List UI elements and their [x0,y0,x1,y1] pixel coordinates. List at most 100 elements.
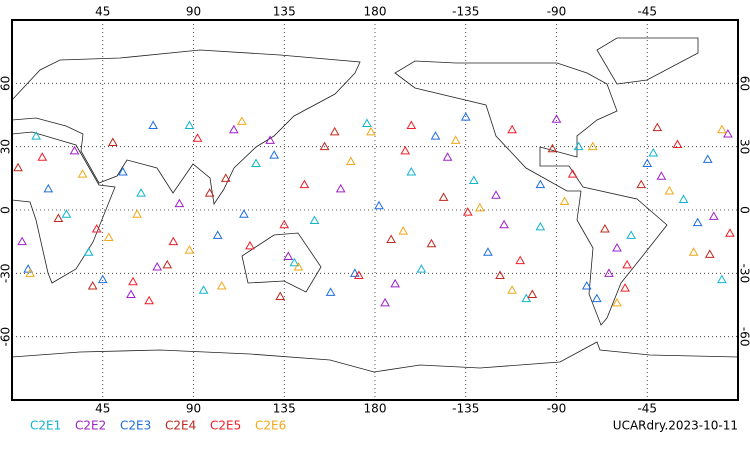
occultation-marker [462,207,473,216]
marks [13,112,735,307]
occultation-marker [688,247,699,256]
x-tick-label-bottom: -135 [452,402,479,416]
occultation-marker [567,169,578,178]
occultation-marker [366,126,376,136]
occultation-marker [13,162,23,172]
occultation-marker [725,228,735,237]
occultation-marker [349,268,360,277]
x-tick-label-bottom: 45 [95,402,110,416]
occultation-marker [136,188,146,197]
occultation-marker [495,270,505,279]
occultation-marker [708,211,719,220]
occultation-marker [31,131,42,140]
legend-entry: C2E2 [75,419,106,433]
occultation-marker [521,293,532,303]
occultation-marker [77,169,88,178]
occultation-marker [573,141,584,151]
occultation-marker [128,276,138,286]
occultation-marker [604,268,614,277]
coast-australia [241,232,322,293]
occultation-marker [174,198,185,208]
occultation-marker [406,166,417,176]
occultation-marker [551,114,562,123]
occultation-marker [507,285,517,294]
occultation-marker [717,124,727,134]
occultation-marker [237,116,247,125]
occultation-marker [220,173,231,182]
occultation-marker [335,183,346,193]
occultation-marker [61,209,72,218]
x-tick-label-bottom: 135 [273,402,296,416]
occultation-marker [43,183,54,193]
y-tick-label-right: 30 [738,139,750,154]
occultation-marker [118,166,128,176]
occultation-marker [475,202,485,212]
x-tick-label-top: -45 [637,5,657,19]
map-frame [11,19,739,401]
occultation-marker [678,194,689,203]
occultation-marker [442,152,453,161]
y-tick-label-left: 30 [0,139,13,154]
occultation-marker [626,230,636,239]
occultation-marker [91,223,102,233]
legend-entry: C2E4 [165,419,196,433]
occultation-marker [239,209,249,218]
caption: UCARdry.2023-10-11 [613,419,738,433]
y-tick-label-right: -30 [738,264,750,284]
y-tick-label-left: 60 [0,76,13,91]
occultation-marker [345,156,356,165]
occultation-marker [25,268,36,277]
occultation-marker [622,259,632,269]
occultation-marker [184,245,195,254]
legend-entry: C2E3 [120,419,151,433]
occultation-marker [279,219,290,229]
occultation-marker [83,247,94,256]
occultation-marker [483,247,493,256]
occultation-marker [723,128,733,138]
occultation-marker [212,230,223,239]
occultation-marker [656,171,667,180]
occultation-marker [275,291,286,301]
occultation-marker [491,190,501,199]
labels: 45 45 90 90 135 135 180 180 -135 -135 -90 -90 -45 -45… [0,5,750,433]
occultation-marker [148,120,159,130]
occultation-marker [460,112,471,121]
occultation-marker [107,137,118,146]
occultation-marker [126,289,136,298]
occultation-marker [636,179,647,189]
coastlines [11,37,739,373]
occultation-marker [581,280,592,290]
occultation-marker [53,213,64,222]
occultation-marker [507,124,517,134]
x-tick-label-top: -135 [452,5,479,19]
coast-africa [11,131,116,284]
legend-entry: C2E5 [210,419,241,433]
occultation-marker [299,179,310,189]
occultation-marker [559,196,570,206]
occultation-marker [216,280,227,290]
x-tick-label-top: -90 [547,5,567,19]
occultation-marker [642,158,653,168]
occultation-marker [283,251,294,260]
y-tick-label-right: -60 [738,327,750,347]
occultation-marker [499,219,509,229]
occultation-marker [664,185,675,195]
occultation-marker [426,238,437,248]
occultation-marker [468,175,479,184]
occultation-marker [362,118,372,127]
x-tick-label-top: 135 [273,5,296,19]
occultation-marker [527,289,538,298]
occultation-marker [535,179,546,189]
occultation-marker [515,255,526,265]
legend-entry: C2E6 [255,419,286,433]
x-tick-label-top: 90 [186,5,201,19]
coast-antarctica [11,341,739,373]
y-tick-label-right: 0 [738,206,750,214]
occultation-marker [450,135,461,144]
occultation-marker [400,145,411,155]
occultation-marker [204,188,215,197]
x-tick-label-bottom: -90 [547,402,567,416]
occultation-marker [37,152,48,161]
occultation-marker [132,209,142,218]
